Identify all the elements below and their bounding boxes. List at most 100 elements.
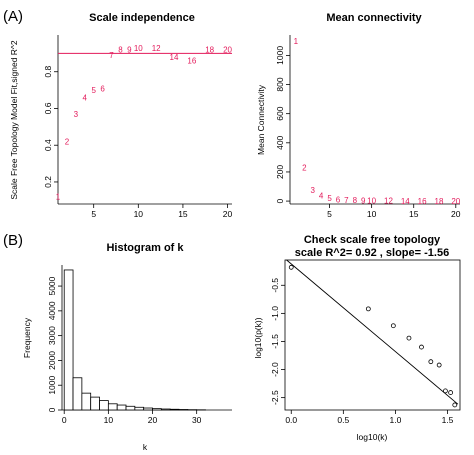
x-tick-label: 5 <box>327 209 332 219</box>
x-tick-label: 20 <box>223 209 233 219</box>
chart-subtitle: scale R^2= 0.92 , slope= -1.56 <box>295 247 449 259</box>
point-label: 9 <box>361 196 366 205</box>
histogram-bar <box>81 392 92 411</box>
point-label: 20 <box>451 197 460 206</box>
chart-title: Check scale free topology <box>304 234 441 246</box>
point-label: 1 <box>294 37 299 46</box>
point-label: 4 <box>83 93 88 102</box>
y-tick-labels: 0 1000 2000 3000 4000 5000 <box>47 276 57 412</box>
y-tick-label: -2.5 <box>270 390 280 405</box>
y-tick-label: 2000 <box>47 351 57 370</box>
histogram-bar <box>63 269 74 411</box>
point-label: 1 <box>56 193 61 202</box>
chart-title: Histogram of k <box>106 242 184 254</box>
x-tick-label: 0 <box>62 415 67 425</box>
point-label: 5 <box>327 194 332 203</box>
data-point <box>390 323 396 329</box>
y-tick-label: 5000 <box>47 276 57 295</box>
y-tick-label: 0.8 <box>43 66 53 78</box>
x-tick-label: 0.0 <box>285 415 297 425</box>
histogram-bar <box>125 405 136 411</box>
point-label: 12 <box>384 197 393 206</box>
x-tick-label: 10 <box>104 415 114 425</box>
fit-line <box>286 259 459 405</box>
y-tick-label: 3000 <box>47 326 57 345</box>
y-tick-label: 1000 <box>47 375 57 394</box>
point-label: 4 <box>319 191 324 200</box>
y-tick-label: -1.0 <box>270 306 280 321</box>
x-tick-label: 0.5 <box>337 415 349 425</box>
data-point <box>436 362 442 368</box>
x-tick-labels: 0 10 20 30 <box>62 415 202 425</box>
x-tick-label: 20 <box>451 209 461 219</box>
histogram-bar <box>72 377 83 411</box>
data-point <box>406 335 412 341</box>
y-tick-label: 4000 <box>47 301 57 320</box>
y-axis-label: Scale Free Topology Model Fit,signed R^2 <box>9 40 19 200</box>
point-label: 12 <box>152 44 161 53</box>
point-label: 3 <box>310 186 315 195</box>
histogram-bar <box>143 407 153 411</box>
point-label: 8 <box>353 196 358 205</box>
point-label: 18 <box>205 46 214 55</box>
panel-label-a: (A) <box>3 8 23 25</box>
point-label: 14 <box>170 53 179 62</box>
x-tick-label: 30 <box>192 415 202 425</box>
point-label: 18 <box>435 197 444 206</box>
panel-label-b: (B) <box>3 232 23 249</box>
point-label: 8 <box>118 46 123 55</box>
data-point <box>448 390 454 395</box>
y-tick-label: 600 <box>275 106 285 120</box>
x-tick-labels: 5 10 15 20 <box>327 209 461 219</box>
point-label: 20 <box>223 46 232 55</box>
point-label: 3 <box>74 110 79 119</box>
data-point <box>443 388 448 394</box>
x-tick-label: 15 <box>178 209 188 219</box>
x-tick-label: 10 <box>367 209 377 219</box>
y-tick-labels: 0 200 400 600 800 1000 <box>275 46 285 204</box>
y-tick-label: -0.5 <box>270 278 280 293</box>
point-label: 5 <box>91 86 96 95</box>
x-tick-labels: 5 10 15 20 <box>91 209 232 219</box>
data-point <box>288 264 294 270</box>
point-label: 16 <box>187 57 196 66</box>
histogram-bar <box>152 408 162 411</box>
point-label: 10 <box>367 197 376 206</box>
histogram-bar <box>107 403 118 411</box>
point-label: 2 <box>302 164 307 173</box>
x-tick-label: 15 <box>409 209 419 219</box>
point-label: 2 <box>65 138 70 147</box>
y-tick-label: 400 <box>275 135 285 149</box>
histogram-bar <box>90 396 100 411</box>
x-tick-label: 1.5 <box>442 415 454 425</box>
chart-title: Scale independence <box>89 12 195 24</box>
y-tick-label: 800 <box>275 77 285 91</box>
axes <box>281 259 461 414</box>
histogram-bars <box>63 269 206 411</box>
data-point <box>365 306 371 312</box>
y-tick-label: 1000 <box>275 46 285 65</box>
y-tick-label: 0.4 <box>43 139 53 151</box>
y-tick-label: 200 <box>275 165 285 179</box>
point-label: 10 <box>134 44 143 53</box>
x-tick-label: 5 <box>91 209 96 219</box>
y-tick-labels: 0.2 0.4 0.6 0.8 <box>43 66 53 188</box>
y-axis-label: log10(p(k)) <box>253 317 263 358</box>
point-label: 6 <box>336 195 341 204</box>
chart-histogram-k: Histogram of k k Frequency 0 10 20 30 0 1000… <box>22 242 232 452</box>
chart-title: Mean connectivity <box>326 12 422 24</box>
x-axis-label: log10(k) <box>357 432 388 442</box>
y-tick-label: 0 <box>47 407 57 412</box>
point-label: 7 <box>109 51 114 60</box>
y-tick-labels: -0.5 -1.0 -1.5 -2.0 -2.5 <box>270 278 280 405</box>
point-label: 16 <box>418 197 427 206</box>
axes <box>54 35 232 208</box>
y-tick-label: -2.0 <box>270 362 280 377</box>
histogram-bar <box>160 408 171 411</box>
data-point <box>452 402 458 408</box>
x-tick-labels: 0.0 0.5 1.0 1.5 <box>285 415 453 425</box>
y-axis-label: Mean Connectivity <box>256 84 266 155</box>
